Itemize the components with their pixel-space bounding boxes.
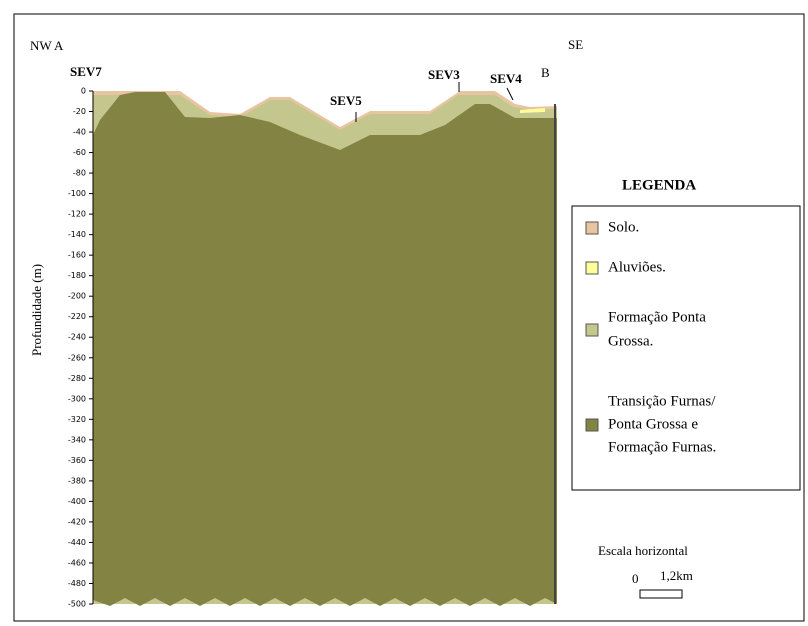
y-tick-label: -480 xyxy=(68,579,86,588)
y-tick-label: -360 xyxy=(68,456,86,465)
y-tick-label: -100 xyxy=(68,189,86,198)
legend-swatch xyxy=(585,418,599,432)
y-tick-label: 0 xyxy=(81,87,86,96)
legend-title: LEGENDA xyxy=(622,177,696,193)
y-tick-label: -320 xyxy=(68,415,86,424)
y-tick-label: -240 xyxy=(68,333,86,342)
legend-label: Formação Furnas. xyxy=(608,439,716,455)
y-tick-label: -300 xyxy=(68,394,86,403)
station-pointer xyxy=(506,87,514,101)
legend-label: Formação Ponta xyxy=(608,309,706,325)
legend-swatch xyxy=(585,261,599,275)
legend-swatch xyxy=(585,221,599,235)
scale-length: 1,2km xyxy=(660,568,693,583)
y-tick-label: -500 xyxy=(68,600,86,609)
y-tick-label: -340 xyxy=(68,435,86,444)
legend-label: Aluviões. xyxy=(608,259,666,275)
station: SEV3 xyxy=(428,67,460,82)
legend-label: Transição Furnas/ xyxy=(608,393,716,409)
y-tick-label: -200 xyxy=(68,292,86,301)
y-tick-label: -420 xyxy=(68,517,86,526)
y-tick-label: -460 xyxy=(68,558,86,567)
legend-label: Grossa. xyxy=(608,333,653,349)
y-axis-label: Profundidade (m) xyxy=(29,264,44,356)
y-tick-label: -180 xyxy=(68,271,86,280)
station: SEV7 xyxy=(70,64,102,79)
legend-label: Solo. xyxy=(608,219,639,235)
header-b: B xyxy=(541,65,550,80)
layer-alluvium xyxy=(520,108,545,113)
scale-zero: 0 xyxy=(632,571,639,586)
y-tick-label: -400 xyxy=(68,497,86,506)
y-tick-label: -40 xyxy=(73,128,86,137)
header-left: NW A xyxy=(30,38,64,53)
y-tick-label: -380 xyxy=(68,476,86,485)
header-right: SE xyxy=(568,37,583,52)
y-tick-label: -80 xyxy=(73,169,86,178)
y-tick-label: -260 xyxy=(68,353,86,362)
legend-label: Ponta Grossa e xyxy=(608,416,698,432)
y-tick-label: -440 xyxy=(68,538,86,547)
y-tick-label: -120 xyxy=(68,210,86,219)
y-tick-label: -280 xyxy=(68,374,86,383)
station: SEV4 xyxy=(490,71,522,86)
y-tick-label: -140 xyxy=(68,230,86,239)
scale-bar xyxy=(639,589,683,599)
legend-swatch xyxy=(585,323,599,337)
y-tick-label: -220 xyxy=(68,312,86,321)
legend-box xyxy=(571,205,801,491)
y-tick-label: -160 xyxy=(68,251,86,260)
station: SEV5 xyxy=(330,93,362,108)
y-tick-label: -20 xyxy=(73,107,86,116)
y-tick-label: -60 xyxy=(73,148,86,157)
scale-title: Escala horizontal xyxy=(598,543,688,558)
layer-furnas xyxy=(93,92,557,606)
